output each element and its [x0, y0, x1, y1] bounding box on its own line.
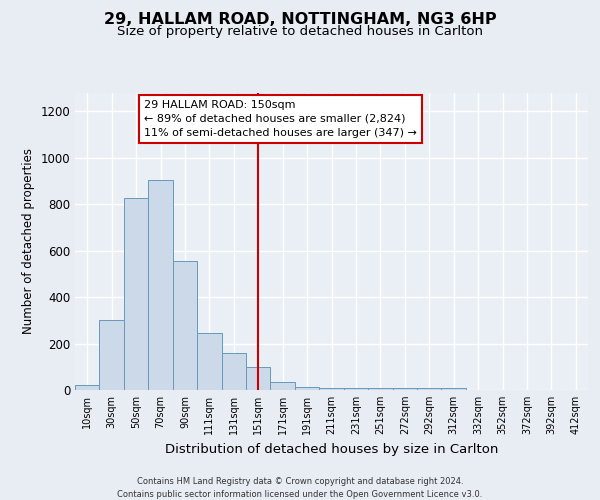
Text: 29, HALLAM ROAD, NOTTINGHAM, NG3 6HP: 29, HALLAM ROAD, NOTTINGHAM, NG3 6HP — [104, 12, 496, 28]
Bar — [368, 388, 392, 390]
Bar — [246, 367, 271, 390]
Bar — [392, 388, 417, 390]
Text: Size of property relative to detached houses in Carlton: Size of property relative to detached ho… — [117, 25, 483, 38]
X-axis label: Distribution of detached houses by size in Carlton: Distribution of detached houses by size … — [165, 442, 498, 456]
Bar — [442, 388, 466, 390]
Bar — [124, 198, 148, 390]
Bar — [319, 388, 344, 390]
Bar — [100, 320, 124, 390]
Bar — [221, 353, 246, 390]
Text: 29 HALLAM ROAD: 150sqm
← 89% of detached houses are smaller (2,824)
11% of semi-: 29 HALLAM ROAD: 150sqm ← 89% of detached… — [144, 100, 417, 138]
Bar — [417, 388, 442, 390]
Bar — [197, 333, 221, 390]
Bar — [295, 386, 319, 390]
Bar — [173, 261, 197, 390]
Bar — [75, 386, 100, 390]
Text: Contains public sector information licensed under the Open Government Licence v3: Contains public sector information licen… — [118, 490, 482, 499]
Text: Contains HM Land Registry data © Crown copyright and database right 2024.: Contains HM Land Registry data © Crown c… — [137, 478, 463, 486]
Bar — [148, 180, 173, 390]
Bar — [271, 382, 295, 390]
Bar — [344, 388, 368, 390]
Y-axis label: Number of detached properties: Number of detached properties — [22, 148, 35, 334]
